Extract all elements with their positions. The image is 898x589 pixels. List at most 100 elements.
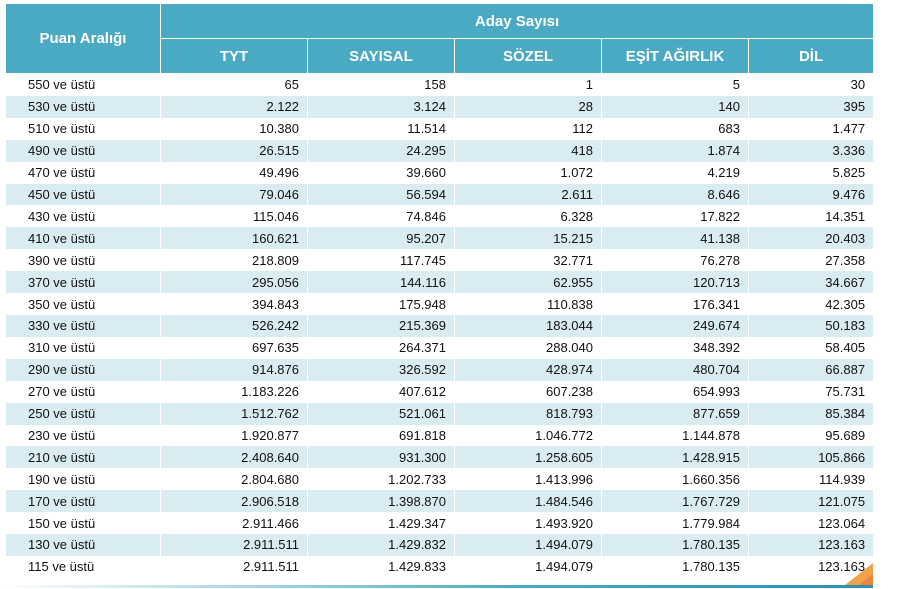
cell-value: 95.689 — [747, 424, 875, 447]
cell-value: 17.822 — [601, 205, 749, 228]
cell-value: 10.380 — [160, 117, 308, 140]
table-row: 490 ve üstü 26.515 24.295 418 1.874 3.336 — [5, 139, 875, 162]
cell-value: 697.635 — [160, 336, 308, 359]
cell-value: 1.429.832 — [307, 534, 455, 556]
table-row: 530 ve üstü 2.122 3.124 28 140 395 — [5, 95, 875, 118]
cell-value: 4.219 — [601, 161, 749, 184]
cell-value: 654.993 — [601, 380, 749, 403]
cell-value: 11.514 — [307, 117, 455, 140]
cell-value: 120.713 — [601, 271, 749, 294]
table-row: 350 ve üstü 394.843 175.948 110.838 176.341 4… — [5, 293, 875, 315]
cell-value: 56.594 — [307, 183, 455, 206]
cell-value: 123.163 — [747, 534, 875, 556]
row-label-score-range: 350 ve üstü — [5, 293, 161, 315]
table-row: 210 ve üstü 2.408.640 931.300 1.258.605 1.42… — [5, 446, 875, 469]
cell-value: 2.408.640 — [160, 446, 308, 469]
cell-value: 15.215 — [454, 227, 602, 250]
cell-value: 3.124 — [307, 95, 455, 118]
cell-value: 41.138 — [601, 227, 749, 250]
cell-value: 1.484.546 — [454, 490, 602, 513]
table-row: 390 ve üstü 218.809 117.745 32.771 76.278 27.… — [5, 249, 875, 272]
cell-value: 2.911.511 — [160, 555, 308, 578]
table-row: 170 ve üstü 2.906.518 1.398.870 1.484.546 1.… — [5, 490, 875, 513]
cell-value: 58.405 — [747, 336, 875, 359]
cell-value: 683 — [601, 117, 749, 140]
cell-value: 526.242 — [160, 314, 308, 337]
column-header-sayisal: SAYISAL — [307, 38, 455, 74]
cell-value: 2.611 — [454, 183, 602, 206]
cell-value: 1.072 — [454, 161, 602, 184]
cell-value: 264.371 — [307, 336, 455, 359]
row-label-score-range: 310 ve üstü — [5, 336, 161, 359]
row-label-score-range: 230 ve üstü — [5, 424, 161, 447]
cell-value: 1.429.833 — [307, 555, 455, 578]
cell-value: 49.496 — [160, 161, 308, 184]
cell-value: 76.278 — [601, 249, 749, 272]
cell-value: 914.876 — [160, 358, 308, 381]
cell-value: 62.955 — [454, 271, 602, 294]
table-row: 310 ve üstü 697.635 264.371 288.040 348.392 5… — [5, 336, 875, 359]
cell-value: 877.659 — [601, 402, 749, 425]
cell-value: 5.825 — [747, 161, 875, 184]
table-row: 250 ve üstü 1.512.762 521.061 818.793 877.65… — [5, 402, 875, 425]
cell-value: 1.767.729 — [601, 490, 749, 513]
cell-value: 1 — [454, 73, 602, 96]
table-row: 550 ve üstü 65 158 1 5 30 — [5, 73, 875, 96]
cell-value: 249.674 — [601, 314, 749, 337]
cell-value: 931.300 — [307, 446, 455, 469]
cell-value: 24.295 — [307, 139, 455, 162]
column-header-esit-agirlik: EŞİT AĞIRLIK — [601, 38, 749, 74]
cell-value: 1.428.915 — [601, 446, 749, 469]
cell-value: 2.122 — [160, 95, 308, 118]
cell-value: 1.493.920 — [454, 512, 602, 535]
row-label-score-range: 430 ve üstü — [5, 205, 161, 228]
table-row: 230 ve üstü 1.920.877 691.818 1.046.772 1.14… — [5, 424, 875, 447]
cell-value: 27.358 — [747, 249, 875, 272]
row-label-score-range: 510 ve üstü — [5, 117, 161, 140]
corner-accent-inner-triangle — [859, 574, 873, 585]
row-label-score-range: 130 ve üstü — [5, 534, 161, 556]
row-header-score-range: Puan Aralığı — [5, 3, 161, 74]
cell-value: 144.116 — [307, 271, 455, 294]
table-row: 130 ve üstü 2.911.511 1.429.832 1.494.079 1.… — [5, 534, 875, 556]
cell-value: 1.183.226 — [160, 380, 308, 403]
cell-value: 95.207 — [307, 227, 455, 250]
cell-value: 1.398.870 — [307, 490, 455, 513]
cell-value: 394.843 — [160, 293, 308, 315]
cell-value: 105.866 — [747, 446, 875, 469]
group-header-candidate-count: Aday Sayısı — [159, 3, 875, 39]
cell-value: 176.341 — [601, 293, 749, 315]
row-label-score-range: 550 ve üstü — [5, 73, 161, 96]
table-row: 470 ve üstü 49.496 39.660 1.072 4.219 5.825 — [5, 161, 875, 184]
cell-value: 218.809 — [160, 249, 308, 272]
cell-value: 1.874 — [601, 139, 749, 162]
cell-value: 79.046 — [160, 183, 308, 206]
cell-value: 112 — [454, 117, 602, 140]
cell-value: 115.046 — [160, 205, 308, 228]
cell-value: 9.476 — [747, 183, 875, 206]
row-label-score-range: 190 ve üstü — [5, 468, 161, 491]
cell-value: 2.906.518 — [160, 490, 308, 513]
cell-value: 395 — [747, 95, 875, 118]
cell-value: 114.939 — [747, 468, 875, 491]
cell-value: 348.392 — [601, 336, 749, 359]
cell-value: 2.911.466 — [160, 512, 308, 535]
cell-value: 42.305 — [747, 293, 875, 315]
table-row: 370 ve üstü 295.056 144.116 62.955 120.713 34… — [5, 271, 875, 294]
cell-value: 121.075 — [747, 490, 875, 513]
table-body: 550 ve üstü 65 158 1 5 30 530 ve üstü 2.122 3.12… — [5, 73, 875, 578]
row-label-score-range: 450 ve üstü — [5, 183, 161, 206]
table-row: 150 ve üstü 2.911.466 1.429.347 1.493.920 1.… — [5, 512, 875, 535]
table-row: 290 ve üstü 914.876 326.592 428.974 480.704 6… — [5, 358, 875, 381]
table-row: 410 ve üstü 160.621 95.207 15.215 41.138 20.4… — [5, 227, 875, 250]
cell-value: 110.838 — [454, 293, 602, 315]
table-row: 510 ve üstü 10.380 11.514 112 683 1.477 — [5, 117, 875, 140]
cell-value: 66.887 — [747, 358, 875, 381]
row-label-score-range: 170 ve üstü — [5, 490, 161, 513]
cell-value: 123.064 — [747, 512, 875, 535]
row-label-score-range: 150 ve üstü — [5, 512, 161, 535]
row-label-score-range: 250 ve üstü — [5, 402, 161, 425]
cell-value: 1.202.733 — [307, 468, 455, 491]
cell-value: 14.351 — [747, 205, 875, 228]
cell-value: 34.667 — [747, 271, 875, 294]
